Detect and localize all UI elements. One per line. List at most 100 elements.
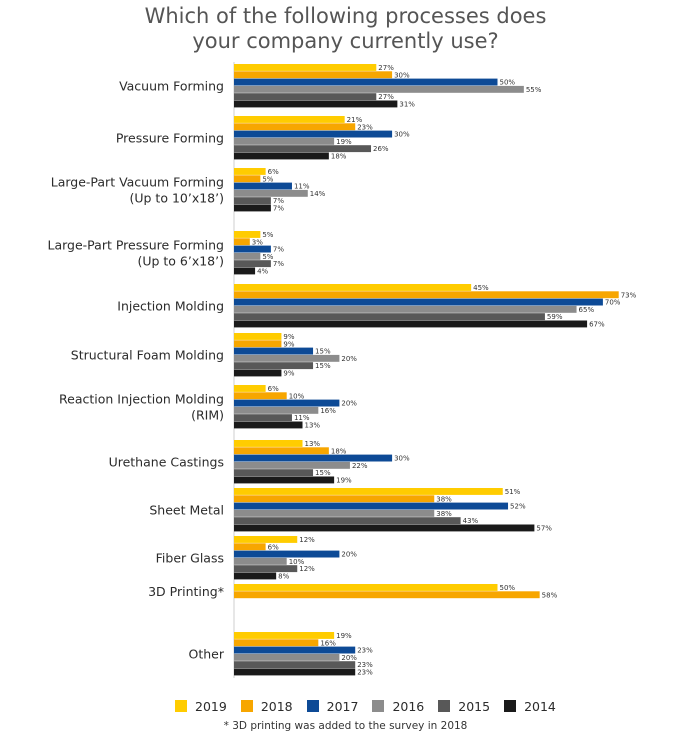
bar-2016 [234,461,350,469]
category-group: Urethane Castings 13% 18% 30% 22% 15% 19% [109,440,410,485]
data-label: 15% [315,469,331,477]
legend-item-2015: 2015 [438,699,490,714]
bar-2019 [234,440,303,447]
legend-item-2016: 2016 [372,699,424,714]
bar-2018 [234,591,540,599]
data-label: 67% [589,321,605,329]
bar-2016 [234,137,335,145]
bar-2014 [234,572,277,580]
bar-2017 [234,646,356,654]
category-label: Sheet Metal [149,502,224,517]
data-label: 58% [542,591,558,599]
data-label: 18% [331,153,347,161]
bar-2014 [234,267,256,275]
data-label: 26% [373,145,389,153]
data-label: 51% [505,488,521,496]
category-label: Large-Part Vacuum Forming [51,174,224,189]
data-label: 59% [547,313,563,321]
category-group: Reaction Injection Molding(RIM) 6% 10% 20% 1… [59,385,357,430]
chart-title-line-2: your company currently use? [192,29,499,53]
data-label: 3% [252,238,263,246]
data-label: 30% [394,455,410,463]
footnote: * 3D printing was added to the survey in… [223,720,468,732]
category-label: Vacuum Forming [119,78,224,93]
data-label: 18% [331,447,347,455]
bar-2015 [234,313,545,321]
data-label: 38% [436,495,452,503]
data-label: 7% [273,197,284,205]
bar-2015 [234,414,292,422]
legend-label: 2018 [260,698,293,714]
bar-2019 [234,584,498,591]
category-label: Reaction Injection Molding [59,391,224,406]
legend-label: 2015 [458,698,491,714]
category-group: 3D Printing* 50% 58% [148,584,557,600]
bar-2019 [234,168,266,175]
bar-2018 [234,291,619,299]
bar-2017 [234,78,498,86]
data-label: 7% [273,260,284,268]
data-label: 13% [305,440,321,448]
data-label: 50% [500,584,516,592]
bar-2015 [234,93,377,101]
data-label: 16% [320,407,336,415]
bar-2016 [234,305,577,313]
bar-2018 [234,495,435,503]
legend-swatch [306,700,319,712]
data-label: 5% [262,175,273,183]
bar-2014 [234,369,282,377]
bar-2015 [234,362,314,370]
bar-2015 [234,661,356,669]
bar-2019 [234,64,377,71]
bar-2014 [234,320,588,328]
data-label: 9% [283,370,294,378]
bar-2016 [234,509,435,517]
data-label: 55% [526,86,542,94]
data-label: 19% [336,632,352,640]
category-label: Injection Molding [117,298,224,313]
bar-2015 [234,517,461,525]
data-label: 30% [394,71,410,79]
category-group: Large-Part Pressure Forming(Up to 6’x18’… [48,231,284,276]
legend-label: 2014 [524,698,556,714]
bar-2018 [234,447,329,455]
data-label: 8% [278,573,289,581]
bar-2017 [234,399,340,407]
data-label: 27% [378,93,394,101]
chart-title: Which of the following processes does yo… [0,4,691,54]
data-label: 10% [289,392,305,400]
chart-title-line-1: Which of the following processes does [144,4,547,28]
category-label: Large-Part Pressure Forming [48,237,225,252]
bar-2019 [234,632,335,639]
bar-2014 [234,476,335,484]
bar-2018 [234,392,287,400]
data-label: 6% [268,168,279,176]
bar-2017 [234,454,393,462]
data-label: 23% [357,661,373,669]
bar-2017 [234,502,509,510]
category-group: Pressure Forming 21%23% 30% 19% 26% 18% [116,116,410,161]
bar-2019 [234,488,503,495]
bar-2019 [234,536,298,543]
bar-2017 [234,130,393,138]
data-label: 7% [273,246,284,254]
category-group: Injection Molding 45% 73%70% 65% 59% 67% [117,284,637,329]
bar-2018 [234,71,393,79]
legend-swatch [175,700,187,712]
data-label: 22% [352,462,368,470]
data-label: 30% [394,131,410,139]
bar-2016 [234,557,287,565]
category-group: Sheet Metal 51% 38% 52% 38% 43% 57% [149,488,552,533]
legend-label: 2017 [326,698,359,714]
category-label: (Up to 6’x18’) [137,253,224,268]
category-group: Large-Part Vacuum Forming(Up to 10’x18’)… [51,168,326,213]
category-label: 3D Printing* [148,584,224,599]
data-label: 19% [336,138,352,146]
data-label: 14% [310,190,326,198]
legend-item-2018: 2018 [240,698,293,714]
bar-2019 [234,385,266,392]
data-label: 12% [299,536,315,544]
